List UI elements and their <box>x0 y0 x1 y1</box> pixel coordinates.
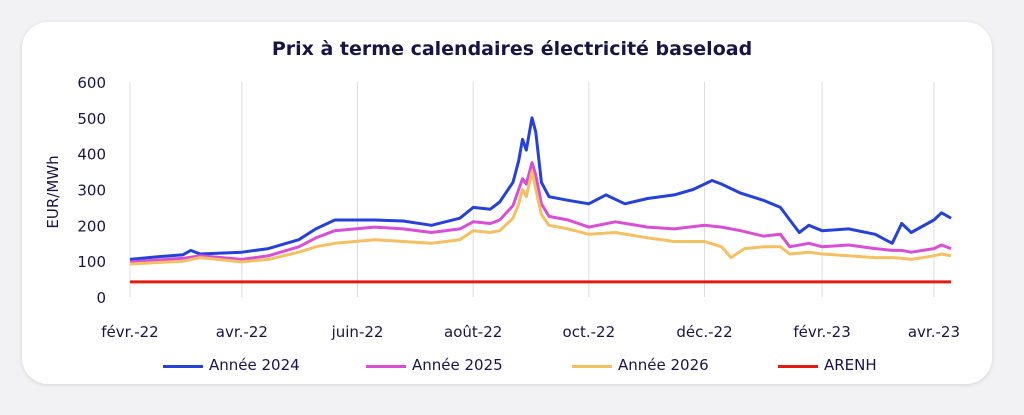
chart-title: Prix à terme calendaires électricité bas… <box>271 38 753 60</box>
y-tick-label: 300 <box>77 182 106 200</box>
series-line-3 <box>129 170 952 266</box>
chart-card <box>22 22 992 384</box>
legend-swatch <box>572 365 612 368</box>
series-line-2 <box>129 161 952 264</box>
legend-swatch <box>163 365 203 368</box>
x-tick-label: févr.-22 <box>101 323 158 341</box>
y-tick-label: 500 <box>77 110 106 128</box>
x-tick-label: déc.-22 <box>676 323 732 341</box>
x-tick-label: avr.-23 <box>908 323 960 341</box>
y-axis-label: EUR/MWh <box>44 155 62 228</box>
x-tick-label: févr.-23 <box>793 323 850 341</box>
x-tick-label: juin-22 <box>331 323 384 341</box>
y-tick-label: 400 <box>77 146 106 164</box>
x-axis-ticks: févr.-22 avr.-22 juin-22 août-22 oct.-22 déc.… <box>101 323 960 341</box>
y-tick-label: 100 <box>77 253 106 271</box>
legend-label: Année 2025 <box>412 356 503 374</box>
series-lines <box>129 116 952 284</box>
y-tick-label: 600 <box>77 74 106 92</box>
legend-label: ARENH <box>824 356 877 374</box>
legend-swatch <box>366 365 406 368</box>
x-tick-label: avr.-22 <box>216 323 268 341</box>
y-axis-ticks: 0 100 200 300 400 500 600 <box>77 74 106 307</box>
legend: Année 2024 Année 2025 Année 2026 ARENH <box>0 354 1024 378</box>
y-tick-label: 200 <box>77 217 106 235</box>
legend-label: Année 2026 <box>618 356 709 374</box>
series-line-1 <box>129 116 952 261</box>
y-tick-label: 0 <box>96 289 106 307</box>
grid-lines <box>129 82 935 297</box>
legend-swatch <box>778 365 818 368</box>
x-tick-label: août-22 <box>444 323 502 341</box>
x-tick-label: oct.-22 <box>563 323 616 341</box>
legend-label: Année 2024 <box>209 356 300 374</box>
